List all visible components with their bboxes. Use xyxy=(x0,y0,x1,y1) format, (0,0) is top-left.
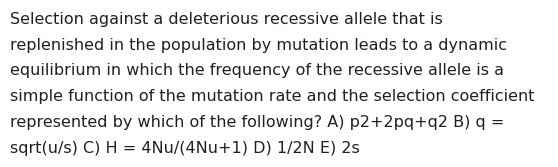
Text: Selection against a deleterious recessive allele that is: Selection against a deleterious recessiv… xyxy=(10,12,443,27)
Text: replenished in the population by mutation leads to a dynamic: replenished in the population by mutatio… xyxy=(10,38,507,53)
Text: simple function of the mutation rate and the selection coefficient: simple function of the mutation rate and… xyxy=(10,89,535,104)
Text: sqrt(u/s) C) H = 4Nu/(4Nu+1) D) 1/2N E) 2s: sqrt(u/s) C) H = 4Nu/(4Nu+1) D) 1/2N E) … xyxy=(10,141,360,156)
Text: represented by which of the following? A) p2+2pq+q2 B) q =: represented by which of the following? A… xyxy=(10,115,504,130)
Text: equilibrium in which the frequency of the recessive allele is a: equilibrium in which the frequency of th… xyxy=(10,63,504,78)
